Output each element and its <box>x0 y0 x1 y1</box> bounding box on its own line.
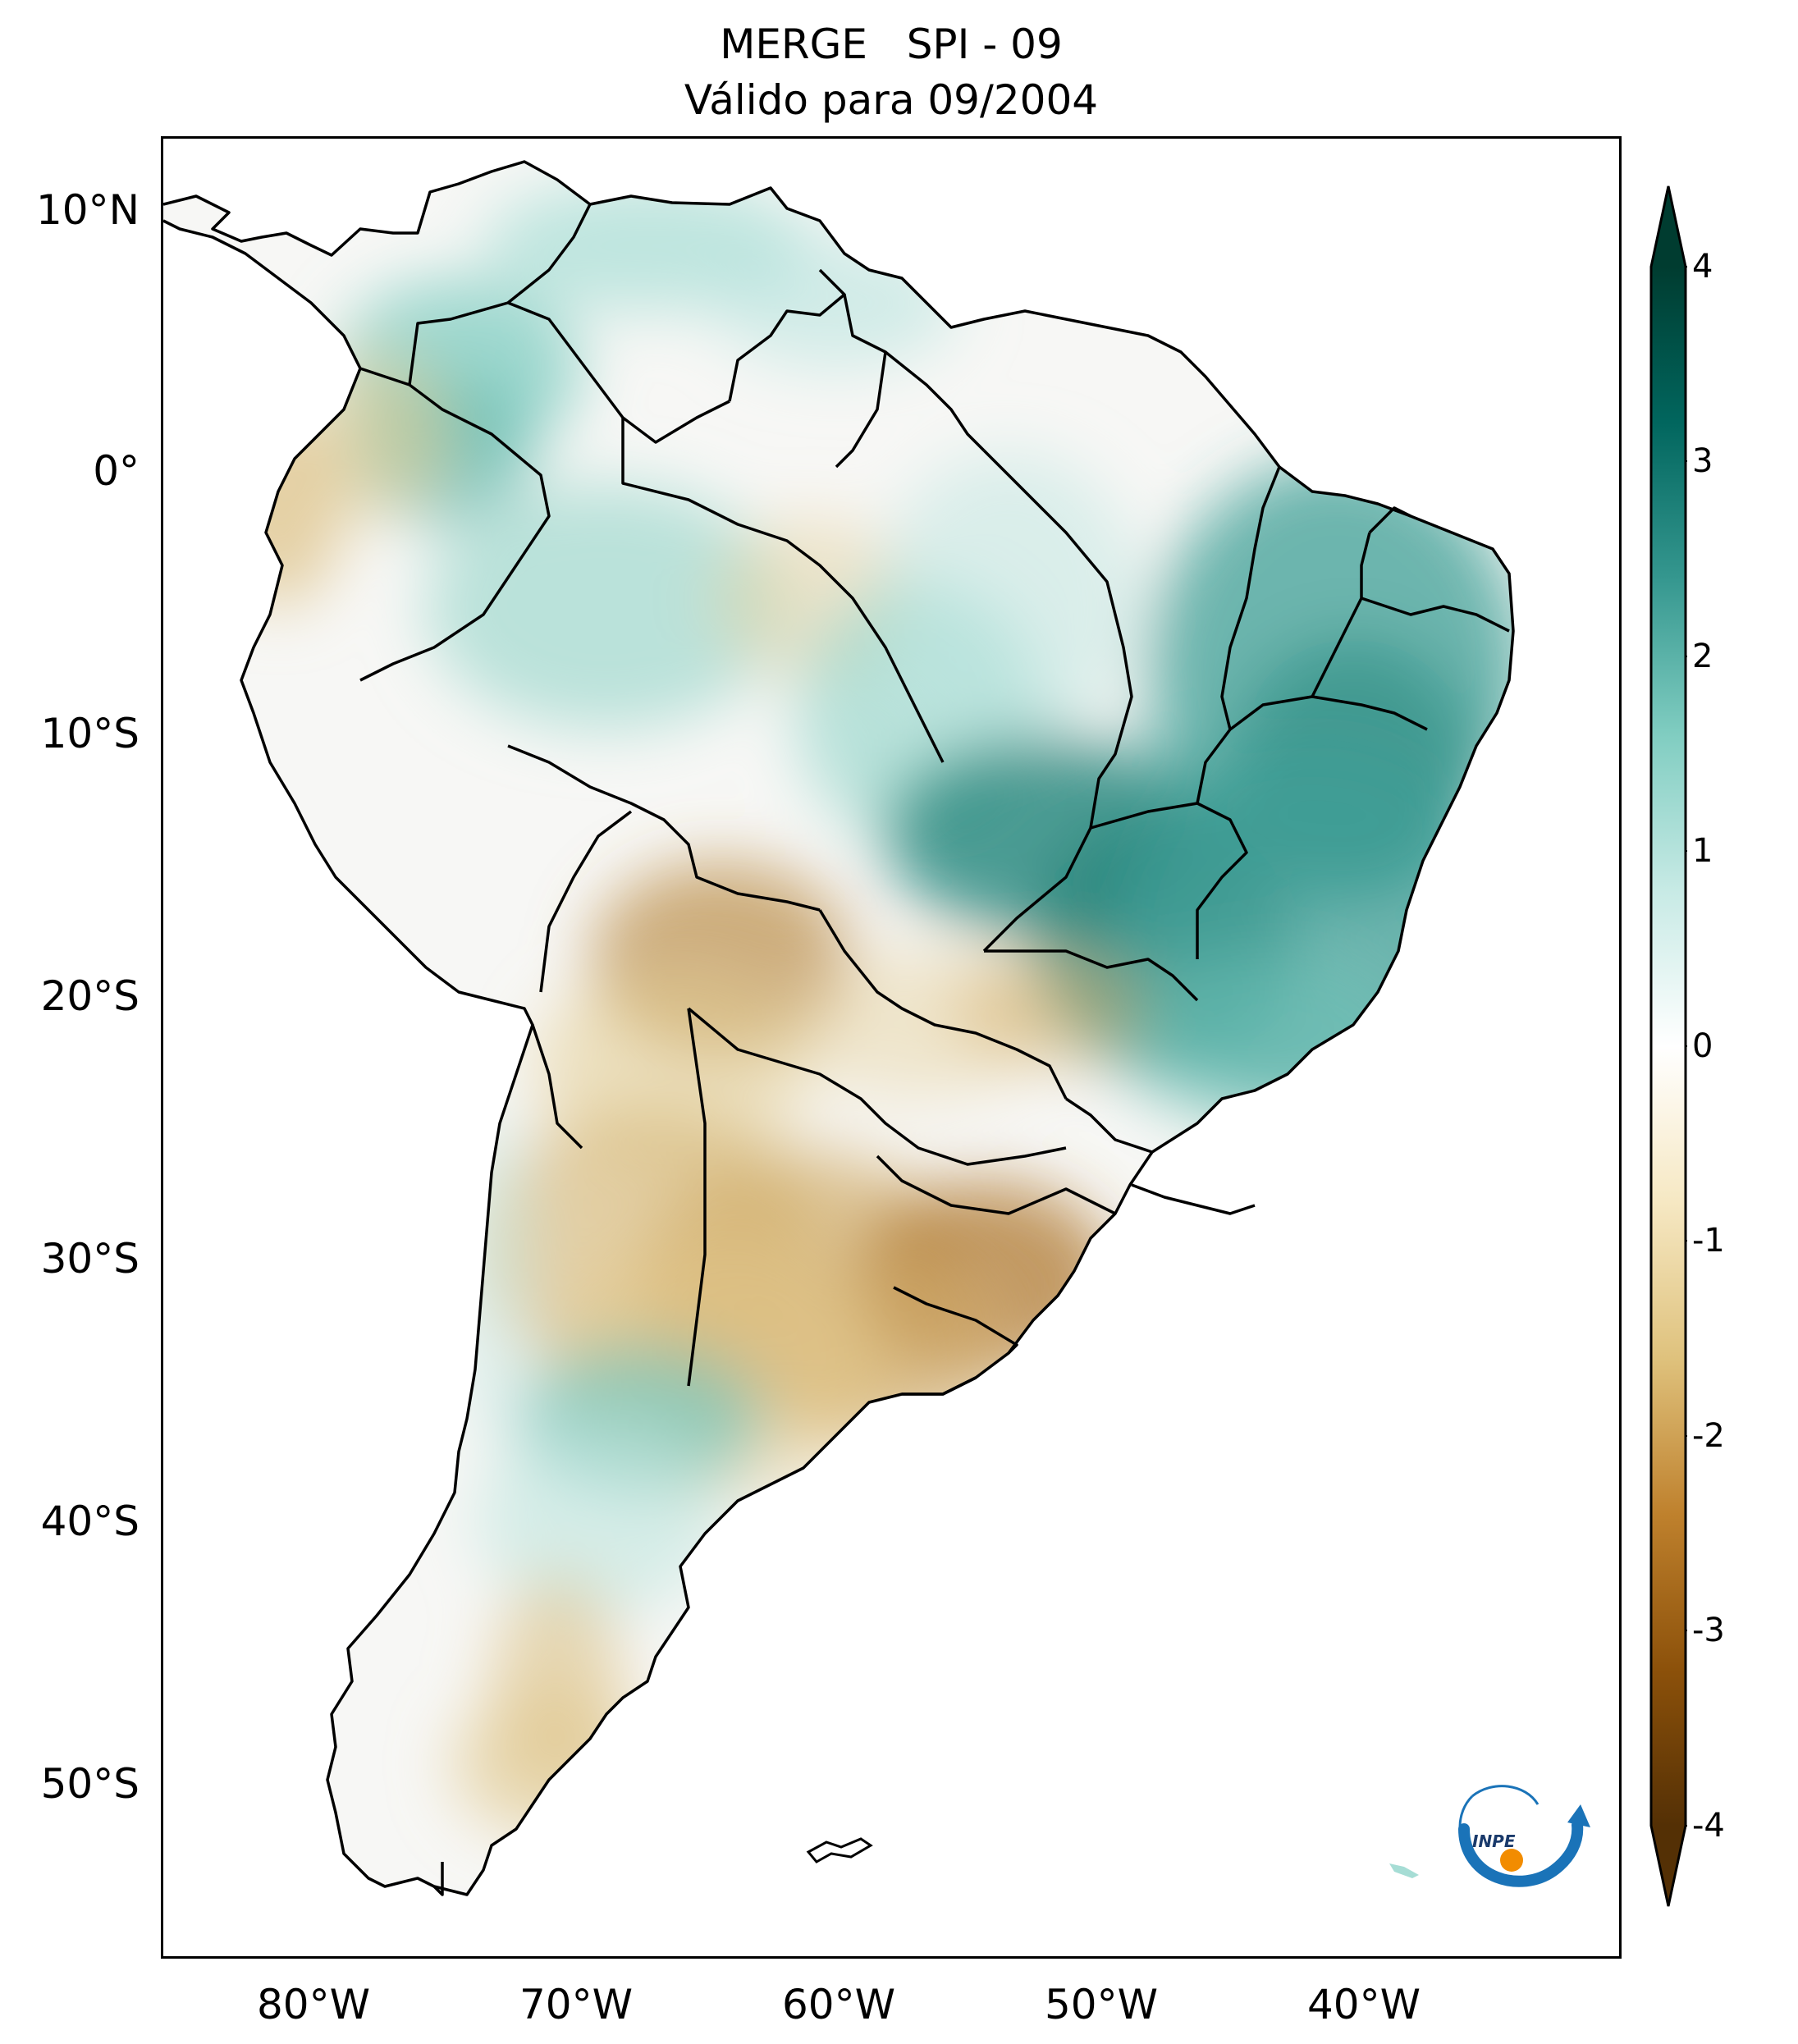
colorbar-gradient <box>1651 267 1686 1826</box>
y-tick-label: 0° <box>93 447 140 495</box>
map-panel: INPE <box>161 136 1622 1959</box>
colorbar-tick-label: 0 <box>1692 1027 1713 1065</box>
colorbar-tick-label: 2 <box>1692 638 1713 675</box>
spi-field <box>163 162 1513 1895</box>
x-tick-label: 40°W <box>1306 1981 1421 2028</box>
south-georgia-island <box>1389 1863 1419 1878</box>
y-tick-label: 20°S <box>40 972 140 1020</box>
colorbar-tick-label: -1 <box>1692 1222 1725 1260</box>
x-tick-label: 80°W <box>256 1981 371 2028</box>
colorbar-tick-label: -3 <box>1692 1612 1725 1649</box>
map-title: MERGE SPI - 09 <box>720 21 1063 68</box>
y-tick-label: 10°S <box>40 710 140 757</box>
y-tick-label: 50°S <box>40 1760 140 1808</box>
x-tick-label: 60°W <box>781 1981 896 2028</box>
colorbar-max-extend <box>1651 186 1686 267</box>
falkland-islands <box>806 1837 873 1863</box>
country-borders <box>163 160 1515 1896</box>
x-tick-label: 70°W <box>519 1981 634 2028</box>
inpe-logo: INPE <box>1458 1785 1590 1887</box>
colorbar-tick-label: 1 <box>1692 832 1713 870</box>
colorbar-tick-label: 3 <box>1692 442 1713 480</box>
colorbar-tick-label: 4 <box>1692 248 1713 286</box>
map-subtitle: Válido para 09/2004 <box>684 76 1099 124</box>
y-tick-label: 10°N <box>35 186 140 234</box>
colorbar-tick-label: -2 <box>1692 1417 1725 1455</box>
colorbar <box>1649 185 1687 1907</box>
south-america-map: INPE <box>163 139 1619 1956</box>
y-tick-label: 40°S <box>40 1498 140 1545</box>
y-tick-label: 30°S <box>40 1235 140 1283</box>
x-tick-label: 50°W <box>1044 1981 1159 2028</box>
colorbar-tick-label: -4 <box>1692 1807 1725 1845</box>
colorbar-min-extend <box>1651 1826 1686 1906</box>
inpe-logo-text: INPE <box>1472 1831 1516 1851</box>
